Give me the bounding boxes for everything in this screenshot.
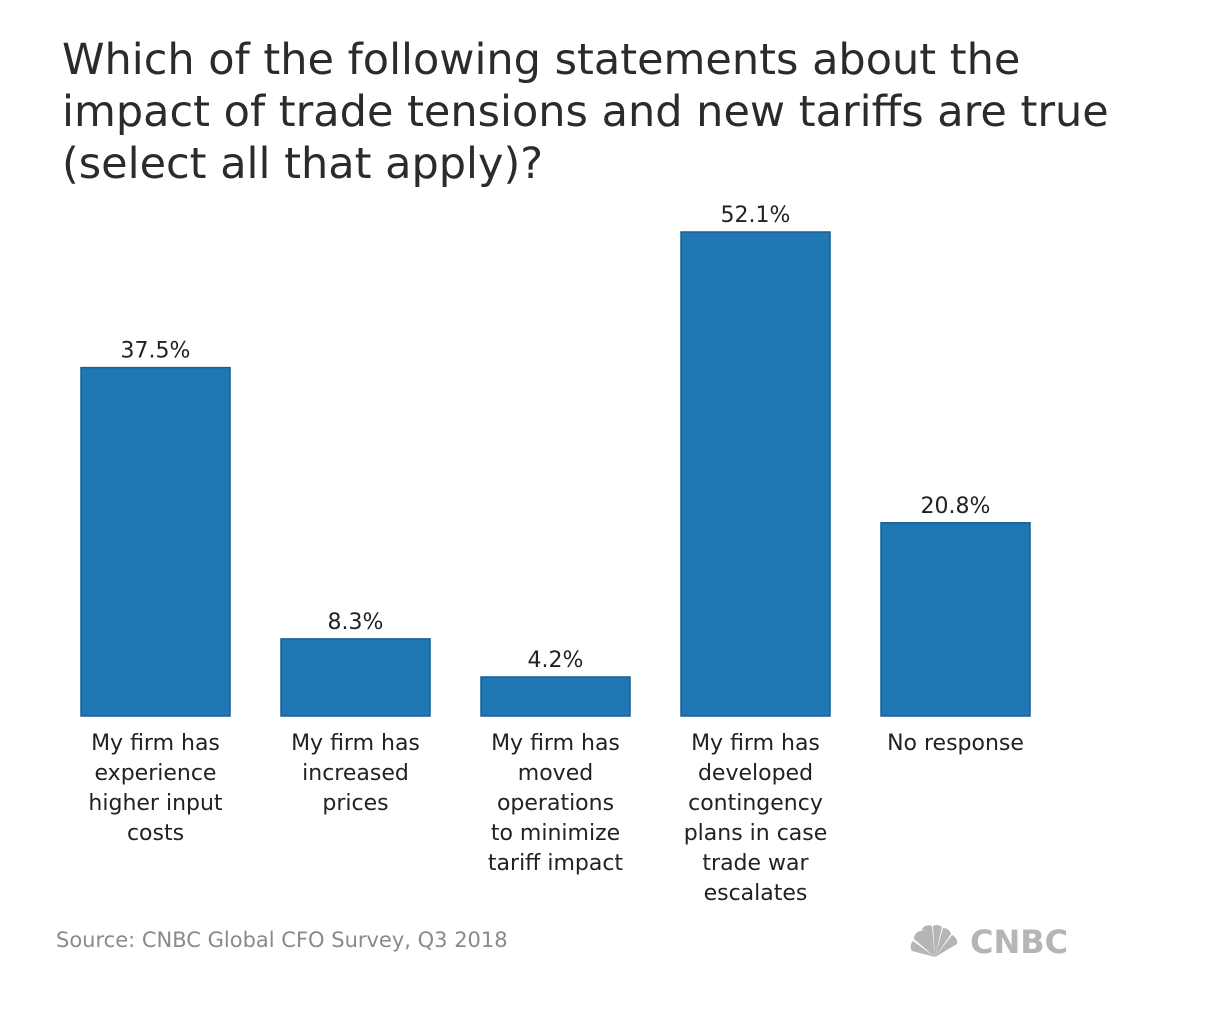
chart-title: Which of the following statements about …: [62, 34, 1162, 190]
value-label-3: 4.2%: [528, 648, 584, 673]
category-label-3: My firm has moved operations to minimize tar…: [488, 731, 624, 876]
category-label-line: moved: [518, 761, 593, 786]
logo-text: CNBC: [970, 923, 1069, 961]
category-label-line: higher input: [88, 791, 223, 816]
category-label-line: costs: [127, 821, 184, 846]
category-label-line: My firm has: [291, 731, 420, 756]
title-line-3: (select all that apply)?: [62, 139, 544, 189]
title-line-1: Which of the following statements about …: [62, 35, 1021, 85]
category-label-line: My firm has: [691, 731, 820, 756]
category-label-1: My firm has experience higher input costs: [88, 731, 223, 846]
category-label-line: tariff impact: [488, 851, 624, 876]
value-label-5: 20.8%: [921, 494, 991, 519]
category-label-line: developed: [698, 761, 813, 786]
category-label-line: My firm has: [91, 731, 220, 756]
value-label-2: 8.3%: [328, 610, 384, 635]
bar-5: [880, 522, 1031, 717]
category-label-line: My firm has: [491, 731, 620, 756]
category-label-line: prices: [322, 791, 388, 816]
category-label-line: trade war: [702, 851, 809, 876]
value-label-1: 37.5%: [121, 339, 191, 364]
bar-4: [680, 231, 831, 717]
category-label-4: My firm has developed contingency plans in …: [684, 731, 828, 906]
cnbc-logo: CNBC: [908, 920, 1108, 964]
title-line-2: impact of trade tensions and new tariffs…: [62, 87, 1109, 137]
bar-3: [480, 676, 631, 717]
bar-2: [280, 638, 431, 717]
bar-chart: 37.5% My firm has experience higher input co…: [80, 203, 1031, 906]
category-label-line: plans in case: [684, 821, 828, 846]
category-label-line: escalates: [704, 881, 808, 906]
category-label-line: contingency: [688, 791, 823, 816]
category-label-line: operations: [497, 791, 614, 816]
source-note: Source: CNBC Global CFO Survey, Q3 2018: [56, 928, 508, 952]
bar-1: [80, 366, 231, 717]
category-label-line: to minimize: [491, 821, 620, 846]
bars-layer: 37.5% My firm has experience higher input co…: [80, 203, 1031, 906]
category-label-5: No response: [887, 731, 1024, 756]
category-label-line: No response: [887, 731, 1024, 756]
category-label-line: experience: [95, 761, 217, 786]
value-label-4: 52.1%: [721, 203, 791, 228]
category-label-2: My firm has increased prices: [291, 731, 420, 816]
category-label-line: increased: [302, 761, 409, 786]
peacock-icon: [910, 925, 958, 957]
